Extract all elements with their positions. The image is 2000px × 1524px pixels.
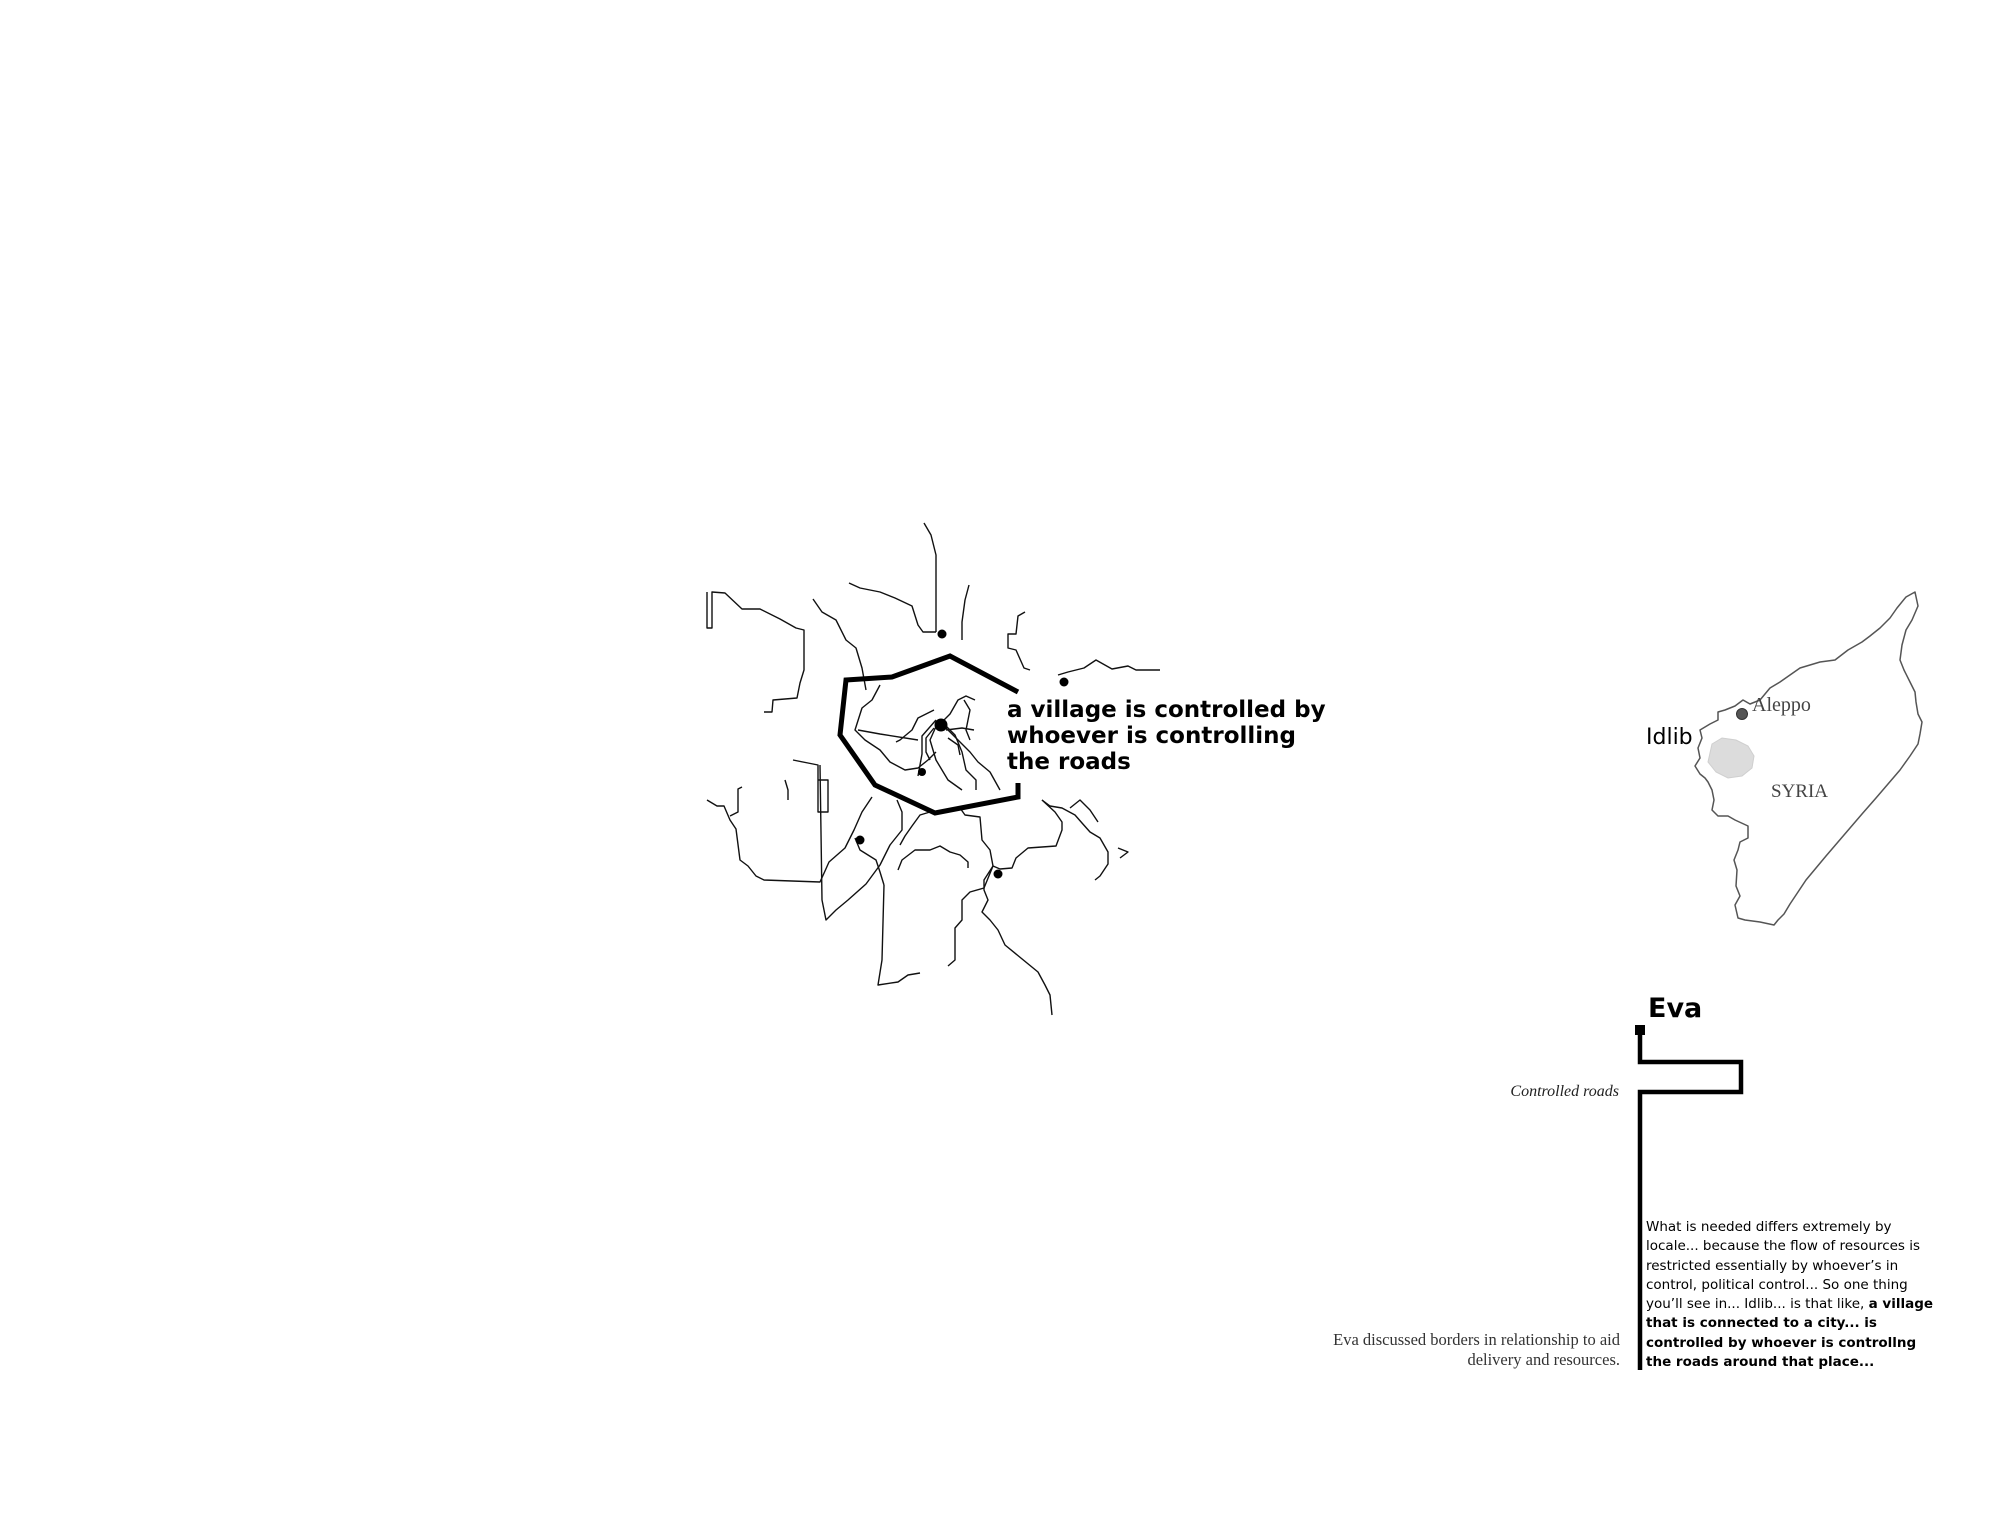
aleppo-dot [1736,708,1748,720]
road [1041,799,1109,881]
idlib-label: Idlib [1646,725,1693,750]
road [897,845,969,871]
road [1007,611,1031,671]
road [854,837,885,886]
road [857,729,919,741]
road-network [706,522,1160,1016]
road [929,721,963,791]
speaker-timeline [1635,1025,1744,1370]
road [854,684,937,771]
road [941,695,976,723]
quote-plain: What is needed differs extremely by loca… [1646,1219,1921,1313]
road [945,727,975,731]
junction-dot [1059,677,1069,687]
quote-text: What is needed differs extremely by loca… [1646,1218,1946,1372]
village-center-dot [934,718,948,732]
road [939,721,1001,791]
aleppo-label: Aleppo [1752,694,1811,716]
junction-dot [993,869,1003,879]
syria-outline [1694,591,1923,926]
road [877,884,921,986]
road [706,796,873,883]
road [925,727,935,761]
road [706,591,805,713]
village-control-boundary [837,653,1021,816]
speaker-name: Eva [1648,993,1703,1024]
callout-line: whoever is controlling [1007,723,1296,749]
road [947,737,961,756]
road [899,807,994,867]
idlib-region [1707,737,1755,779]
road [992,799,1063,870]
road [917,719,937,777]
junction-dots [855,629,1069,879]
junction-dot [855,835,865,845]
road [963,699,971,741]
road [923,522,937,632]
callout-line: the roads [1007,749,1131,775]
road [812,598,867,691]
road [947,865,994,967]
road [981,865,1053,1016]
road [1117,847,1129,859]
timeline-start-marker [1635,1025,1645,1035]
entry-subtitle: Controlled roads [1510,1083,1619,1100]
callout-line: a village is controlled by [1007,697,1326,723]
quote-emphasis: a village that is connected to a city...… [1646,1296,1934,1371]
road [941,721,977,790]
road [848,582,936,633]
road [961,584,970,640]
syria-label: SYRIA [1771,781,1828,802]
road [819,764,903,921]
road [895,709,935,743]
syria-inset-map: Aleppo Idlib SYRIA [1646,591,1923,926]
road [1057,659,1160,676]
road [729,786,743,817]
road [792,759,829,813]
junction-dot [918,768,926,776]
road-callout: a village is controlled by whoever is co… [1007,697,1347,775]
road [784,779,789,800]
road [1069,799,1099,823]
entry-description: Eva discussed borders in relationship to… [1333,1330,1620,1369]
junction-dot [937,629,947,639]
